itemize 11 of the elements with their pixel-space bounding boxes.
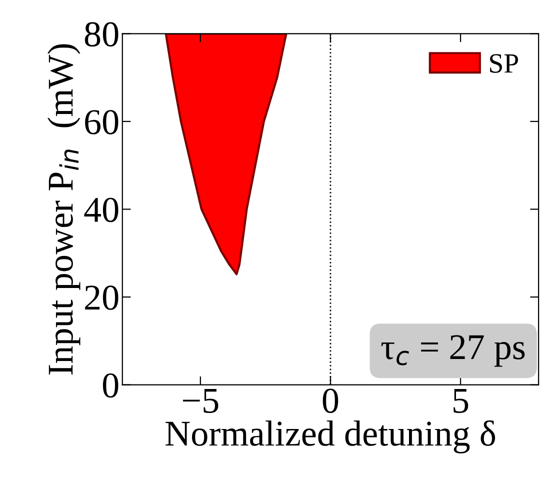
- x-tick-label: 5: [454, 388, 468, 413]
- y-tick-label: 60: [85, 110, 118, 134]
- y-tick-label: 80: [84, 22, 118, 47]
- y-axis-title: Input power P$_{in}$ (mW): [48, 44, 80, 375]
- x-tick-label: 0: [322, 388, 338, 413]
- x-tick-label: −5: [183, 388, 218, 413]
- y-tick-label: 20: [85, 286, 118, 310]
- x-axis-title: Normalized detuning δ: [166, 420, 496, 454]
- annotation: τ$_{c}$ = 27 ps: [381, 335, 525, 367]
- legend-label: SP: [490, 54, 518, 73]
- y-tick-label: 40: [84, 198, 118, 222]
